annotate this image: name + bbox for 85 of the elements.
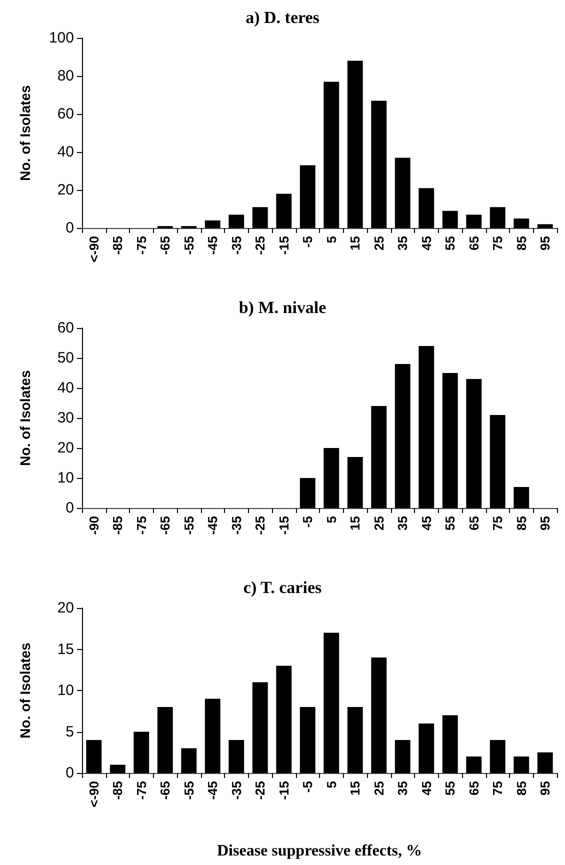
- y-axis-title: No. of Isolates: [17, 84, 33, 181]
- x-tick-label: 75: [490, 781, 506, 796]
- x-tick-label: -45: [205, 236, 220, 255]
- x-tick-label: 35: [395, 236, 410, 250]
- y-tick-label: 100: [48, 30, 74, 46]
- y-tick-label: 10: [57, 682, 74, 699]
- chart-title: c) T. caries: [243, 578, 322, 597]
- x-tick-label: 75: [490, 236, 506, 250]
- x-tick-label: -55: [181, 516, 196, 535]
- x-tick-label: -55: [181, 781, 196, 800]
- x-tick-label: -45: [205, 516, 220, 535]
- x-tick-label: <-90: [86, 236, 102, 262]
- x-tick-label: 65: [466, 236, 482, 250]
- x-tick-label: 65: [466, 516, 482, 530]
- x-tick-label: -5: [300, 236, 316, 248]
- x-tick-label: 5: [324, 516, 339, 524]
- x-tick-label: -65: [158, 236, 173, 255]
- y-tick-label: 20: [57, 600, 74, 616]
- x-tick-label: 15: [348, 516, 363, 530]
- y-axis-title: No. of Isolates: [17, 370, 33, 466]
- x-tick-label: 45: [418, 516, 434, 530]
- x-tick-label: -85: [110, 236, 126, 255]
- y-tick-label: 0: [66, 500, 74, 516]
- y-axis-title: No. of Isolates: [17, 642, 33, 738]
- x-tick-label: 55: [442, 781, 458, 796]
- x-tick-label: 85: [514, 516, 529, 530]
- x-tick-label: 15: [348, 236, 363, 250]
- y-tick-label: 10: [57, 470, 74, 486]
- x-tick-label: -35: [228, 781, 244, 800]
- x-tick-label: 95: [538, 516, 553, 530]
- x-tick-label: 35: [395, 781, 410, 796]
- x-tick-label: -5: [300, 516, 316, 528]
- x-tick-label: -5: [300, 781, 316, 793]
- x-tick-label: 55: [442, 236, 458, 250]
- y-tick-label: 0: [66, 220, 74, 236]
- x-tick-label: -25: [252, 516, 268, 535]
- x-tick-label: 95: [538, 781, 553, 796]
- x-tick-label: -75: [134, 781, 149, 800]
- y-tick-label: 60: [57, 106, 74, 122]
- x-tick-label: -75: [134, 236, 149, 255]
- x-tick-label: 5: [324, 236, 339, 244]
- x-tick-label: 85: [514, 236, 529, 250]
- x-tick-label: 35: [395, 516, 410, 530]
- x-tick-label: -90: [86, 516, 102, 535]
- x-tick-label: -35: [228, 236, 244, 255]
- x-tick-label: 45: [418, 781, 434, 796]
- x-axis-title: Disease suppressive effects, %: [216, 842, 422, 860]
- y-tick-label: 20: [57, 182, 74, 198]
- y-tick-label: 80: [57, 68, 74, 84]
- x-tick-label: 15: [348, 781, 363, 796]
- x-tick-label: -35: [228, 516, 244, 535]
- x-tick-label: <-90: [86, 781, 102, 808]
- y-tick-label: 40: [57, 144, 74, 160]
- x-tick-label: 95: [538, 236, 553, 250]
- x-tick-label: 25: [371, 516, 386, 530]
- x-tick-label: -55: [181, 236, 196, 255]
- x-tick-label: 65: [466, 781, 482, 796]
- x-tick-label: -25: [252, 781, 268, 800]
- x-tick-label: -25: [252, 236, 268, 255]
- x-tick-label: -65: [158, 781, 173, 800]
- x-tick-label: 85: [514, 781, 529, 796]
- y-tick-label: 0: [66, 764, 74, 782]
- x-tick-label: 55: [442, 516, 458, 530]
- x-tick-label: 45: [418, 236, 434, 250]
- y-tick-label: 5: [66, 723, 74, 740]
- x-tick-label: 5: [324, 781, 339, 788]
- x-tick-label: -45: [205, 781, 220, 800]
- y-tick-label: 60: [57, 320, 74, 336]
- y-tick-label: 15: [57, 640, 74, 658]
- x-tick-label: -85: [110, 516, 126, 535]
- x-tick-label: 75: [490, 516, 506, 530]
- chart-title: b) M. nivale: [238, 298, 327, 317]
- y-tick-label: 20: [57, 440, 74, 456]
- x-tick-label: -85: [110, 781, 126, 800]
- y-tick-label: 40: [57, 380, 74, 396]
- chart-title: a) D. teres: [246, 8, 320, 27]
- y-tick-label: 30: [57, 410, 74, 426]
- x-tick-label: -15: [276, 516, 292, 535]
- x-tick-label: -15: [276, 781, 292, 800]
- y-tick-label: 50: [57, 350, 74, 366]
- x-tick-label: -65: [158, 516, 173, 535]
- x-tick-label: 25: [371, 781, 386, 796]
- x-tick-label: -75: [134, 516, 149, 535]
- x-tick-label: -15: [276, 236, 292, 255]
- x-tick-label: 25: [371, 236, 386, 250]
